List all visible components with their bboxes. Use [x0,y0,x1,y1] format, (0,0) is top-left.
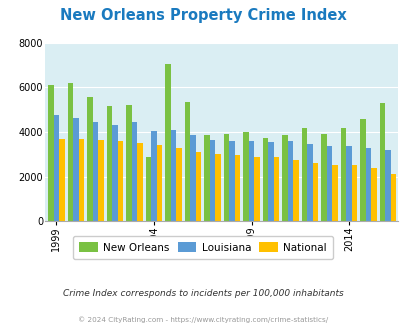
Bar [379,103,384,221]
Bar [345,147,351,221]
Bar [176,148,181,221]
Bar [229,141,234,221]
Legend: New Orleans, Louisiana, National: New Orleans, Louisiana, National [72,236,333,259]
Bar [145,156,151,221]
Bar [281,135,287,221]
Bar [321,134,326,221]
Bar [243,132,248,221]
Bar [204,135,209,221]
Bar [292,160,298,221]
Bar [68,83,73,221]
Bar [268,142,273,221]
Bar [331,165,337,221]
Text: New Orleans Property Crime Index: New Orleans Property Crime Index [60,8,345,23]
Bar [254,156,259,221]
Bar [340,127,345,221]
Bar [301,127,307,221]
Bar [156,145,162,221]
Bar [390,174,395,221]
Bar [234,155,240,221]
Bar [171,130,176,221]
Bar [273,156,279,221]
Bar [151,131,156,221]
Text: © 2024 CityRating.com - https://www.cityrating.com/crime-statistics/: © 2024 CityRating.com - https://www.city… [78,316,327,323]
Bar [117,141,123,221]
Bar [53,115,59,221]
Bar [48,85,53,221]
Bar [107,106,112,221]
Bar [112,125,117,221]
Bar [184,102,190,221]
Bar [262,138,268,221]
Bar [384,150,390,221]
Bar [92,122,98,221]
Bar [371,168,376,221]
Bar [215,154,220,221]
Bar [73,117,79,221]
Bar [79,139,84,221]
Bar [360,118,365,221]
Bar [351,165,356,221]
Bar [326,147,331,221]
Bar [126,105,131,221]
Text: Crime Index corresponds to incidents per 100,000 inhabitants: Crime Index corresponds to incidents per… [62,289,343,298]
Bar [312,163,318,221]
Bar [195,152,200,221]
Bar [307,144,312,221]
Bar [287,141,292,221]
Bar [223,134,229,221]
Bar [87,97,92,221]
Bar [98,140,103,221]
Bar [248,141,254,221]
Bar [209,140,215,221]
Bar [131,122,137,221]
Bar [59,139,64,221]
Bar [365,148,371,221]
Bar [137,143,142,221]
Bar [165,64,171,221]
Bar [190,135,195,221]
